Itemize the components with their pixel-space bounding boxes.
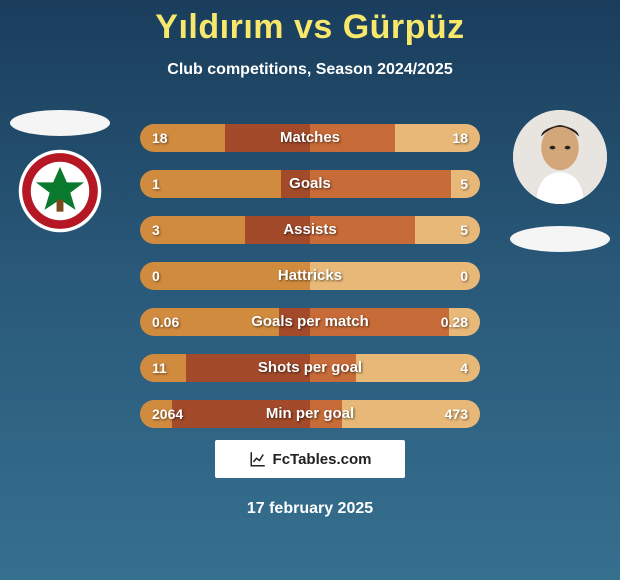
- player-right-column: [500, 110, 620, 252]
- bar-fill-left: [245, 216, 310, 244]
- subtitle: Club competitions, Season 2024/2025: [0, 61, 620, 79]
- chart-icon: [249, 450, 267, 468]
- bar-fill-right: [310, 354, 356, 382]
- bar-fill-left: [281, 170, 310, 198]
- stat-value-left: 2064: [140, 400, 195, 428]
- stat-value-right: 4: [448, 354, 480, 382]
- stat-row: 0.060.28Goals per match: [140, 308, 480, 336]
- bar-fill-left: [186, 354, 310, 382]
- player-right-club-placeholder: [510, 226, 610, 252]
- bar-fill-left: [225, 124, 310, 152]
- player-left-club-badge: [17, 148, 103, 234]
- stat-value-left: 3: [140, 216, 172, 244]
- stat-value-right: 18: [440, 124, 480, 152]
- stat-row: 1818Matches: [140, 124, 480, 152]
- stat-value-left: 0.06: [140, 308, 191, 336]
- comparison-infographic: Yıldırım vs Gürpüz Club competitions, Se…: [0, 0, 620, 580]
- stat-row: 00Hattricks: [140, 262, 480, 290]
- player-left-avatar-placeholder: [10, 110, 110, 136]
- player-right-avatar: [513, 110, 607, 204]
- date-label: 17 february 2025: [0, 500, 620, 518]
- page-title: Yıldırım vs Gürpüz: [0, 0, 620, 47]
- brand-text: FcTables.com: [273, 451, 372, 468]
- bar-fill-right: [310, 216, 415, 244]
- stat-row: 114Shots per goal: [140, 354, 480, 382]
- stat-value-left: 11: [140, 354, 179, 382]
- player-left-column: [0, 110, 120, 234]
- stat-row: 2064473Min per goal: [140, 400, 480, 428]
- bar-fill-right: [310, 400, 342, 428]
- stat-value-right: 5: [448, 216, 480, 244]
- stat-value-right: 473: [433, 400, 480, 428]
- bar-fill-left: [279, 308, 310, 336]
- bar-fill-right: [310, 170, 451, 198]
- stats-container: 1818Matches15Goals35Assists00Hattricks0.…: [140, 124, 480, 446]
- avatar-icon: [513, 110, 607, 204]
- stat-value-left: 0: [140, 262, 172, 290]
- stat-row: 35Assists: [140, 216, 480, 244]
- stat-value-left: 18: [140, 124, 180, 152]
- club-crest-icon: [17, 148, 103, 234]
- stat-value-right: 0.28: [429, 308, 480, 336]
- bar-fill-right: [310, 124, 395, 152]
- stat-value-right: 0: [448, 262, 480, 290]
- stat-row: 15Goals: [140, 170, 480, 198]
- stat-value-left: 1: [140, 170, 172, 198]
- stat-value-right: 5: [448, 170, 480, 198]
- brand-badge[interactable]: FcTables.com: [215, 440, 405, 478]
